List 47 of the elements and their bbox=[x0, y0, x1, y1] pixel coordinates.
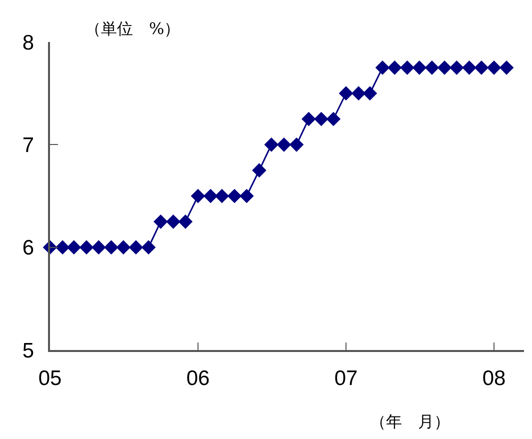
point bbox=[141, 240, 156, 254]
point bbox=[351, 86, 366, 100]
y-axis-title: （単位 %） bbox=[85, 19, 180, 38]
point bbox=[338, 86, 354, 100]
x-tick-label: 06 bbox=[186, 366, 210, 390]
point bbox=[214, 188, 230, 204]
point bbox=[474, 60, 489, 75]
point bbox=[302, 112, 316, 126]
point bbox=[264, 138, 279, 152]
point bbox=[55, 240, 70, 254]
point bbox=[412, 60, 427, 75]
point bbox=[128, 240, 144, 254]
point bbox=[486, 60, 502, 75]
point bbox=[203, 188, 218, 204]
point bbox=[227, 188, 242, 204]
point bbox=[79, 240, 94, 254]
point bbox=[388, 60, 402, 75]
y-tick-label: 8 bbox=[22, 31, 34, 54]
point bbox=[104, 240, 118, 254]
x-tick-label: 08 bbox=[482, 366, 506, 390]
point bbox=[424, 60, 440, 75]
x-tick-label: 07 bbox=[334, 366, 358, 390]
point bbox=[240, 188, 254, 204]
point bbox=[252, 163, 266, 178]
point bbox=[326, 112, 341, 126]
point bbox=[166, 214, 180, 229]
point bbox=[400, 60, 414, 75]
point bbox=[314, 112, 328, 126]
point bbox=[66, 240, 82, 254]
y-tick-label: 6 bbox=[22, 236, 34, 260]
point bbox=[499, 60, 514, 75]
point bbox=[276, 138, 292, 152]
y-tick-label: 5 bbox=[22, 339, 34, 362]
point bbox=[450, 60, 464, 75]
x-axis-title: （年 月） bbox=[370, 412, 450, 431]
point bbox=[154, 214, 168, 229]
point bbox=[375, 60, 390, 75]
point bbox=[190, 188, 206, 204]
point bbox=[462, 60, 476, 75]
y-tick-label: 7 bbox=[22, 134, 34, 158]
point bbox=[362, 86, 378, 100]
point bbox=[116, 240, 131, 254]
point bbox=[289, 138, 304, 152]
point bbox=[437, 60, 452, 75]
point bbox=[178, 214, 193, 229]
point bbox=[92, 240, 106, 254]
x-tick-label: 05 bbox=[38, 366, 62, 390]
